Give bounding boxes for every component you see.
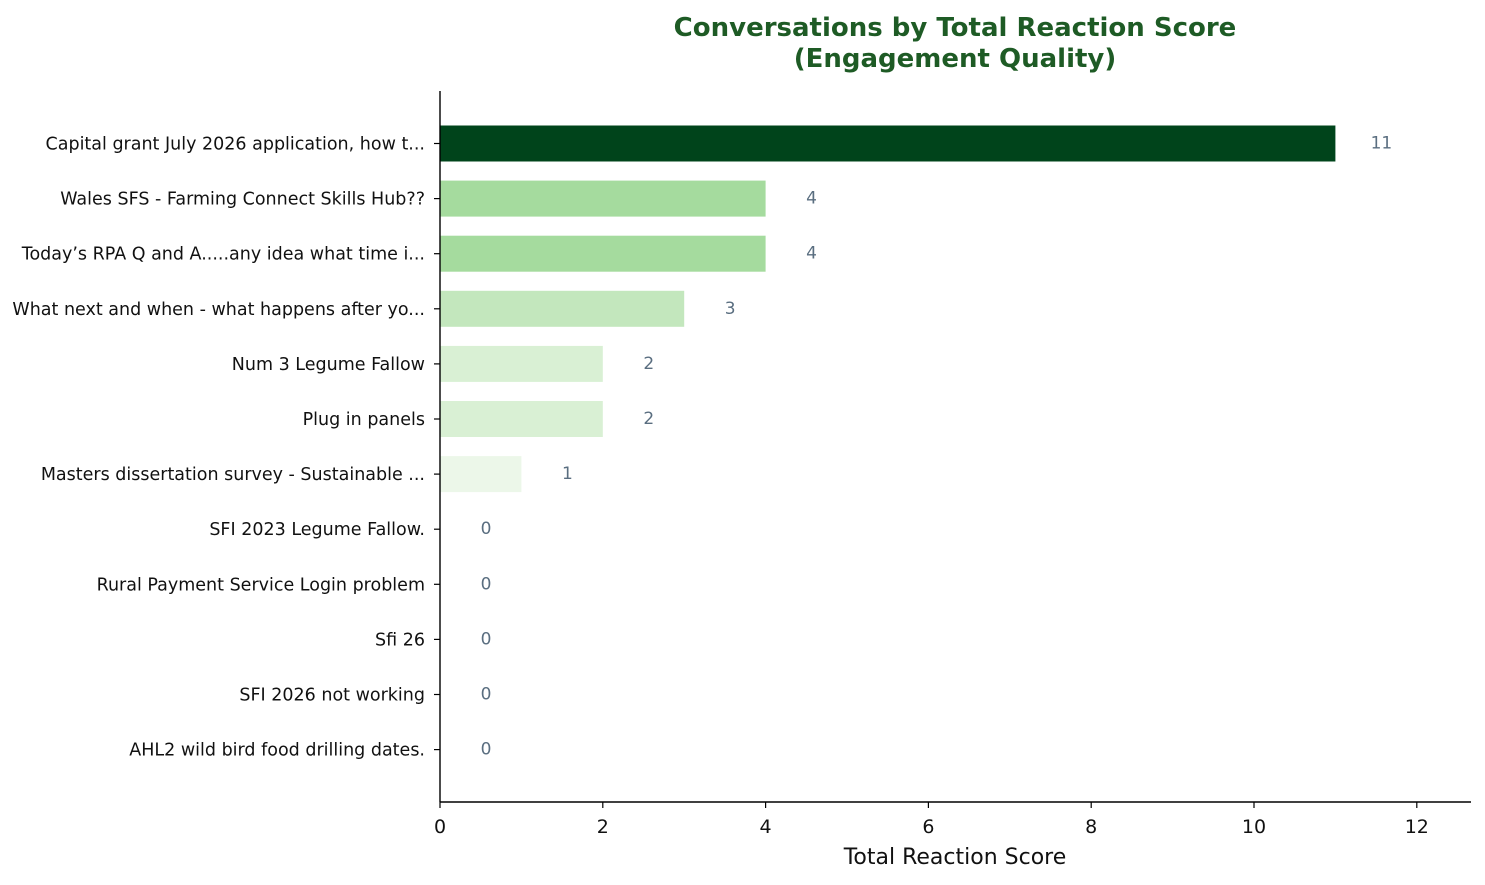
bar [440,346,603,382]
category-label: Sfi 26 [375,630,425,650]
x-axis-label: Total Reaction Score [843,845,1067,870]
data-label: 2 [643,409,654,429]
bar [440,236,766,272]
bar [440,401,603,437]
data-label: 0 [481,629,492,649]
category-label: What next and when - what happens after … [12,300,425,320]
category-label: Masters dissertation survey - Sustainabl… [41,465,425,485]
data-label: 4 [806,244,817,264]
data-label: 0 [481,740,492,760]
bar [440,456,521,492]
category-label: Rural Payment Service Login problem [97,575,425,595]
x-tick-label: 2 [597,816,609,838]
x-tick-label: 10 [1242,816,1266,838]
x-tick-label: 6 [922,816,934,838]
bars-group [440,126,1335,493]
x-ticks-group: 0 2 4 6 8 10 12 [434,802,1429,838]
category-label: Wales SFS - Farming Connect Skills Hub?? [60,190,425,210]
data-label: 2 [643,354,654,374]
chart-title-line-1: Conversations by Total Reaction Score [674,13,1237,43]
category-label: SFI 2026 not working [239,686,425,706]
bar [440,126,1335,162]
data-label: 0 [481,685,492,705]
category-label: AHL2 wild bird food drilling dates. [129,741,425,761]
data-label: 0 [481,519,492,539]
category-label: SFI 2023 Legume Fallow. [209,520,425,540]
data-labels-group: 11 4 4 3 2 2 1 0 0 0 0 0 [481,134,1393,760]
x-tick-label: 4 [760,816,772,838]
data-label: 4 [806,189,817,209]
data-label: 1 [562,464,573,484]
category-labels-group: Capital grant July 2026 application, how… [12,135,440,761]
x-tick-label: 0 [434,816,446,838]
data-label: 0 [481,574,492,594]
bar [440,291,684,327]
bar [440,181,766,217]
category-label: Capital grant July 2026 application, how… [46,135,425,155]
category-label: Today’s RPA Q and A.....any idea what ti… [21,245,425,265]
data-label: 11 [1371,134,1393,154]
chart-title-line-2: (Engagement Quality) [794,44,1117,74]
x-tick-label: 12 [1405,816,1429,838]
data-label: 3 [725,299,736,319]
category-label: Num 3 Legume Fallow [232,355,425,375]
x-tick-label: 8 [1085,816,1097,838]
category-label: Plug in panels [303,410,425,430]
